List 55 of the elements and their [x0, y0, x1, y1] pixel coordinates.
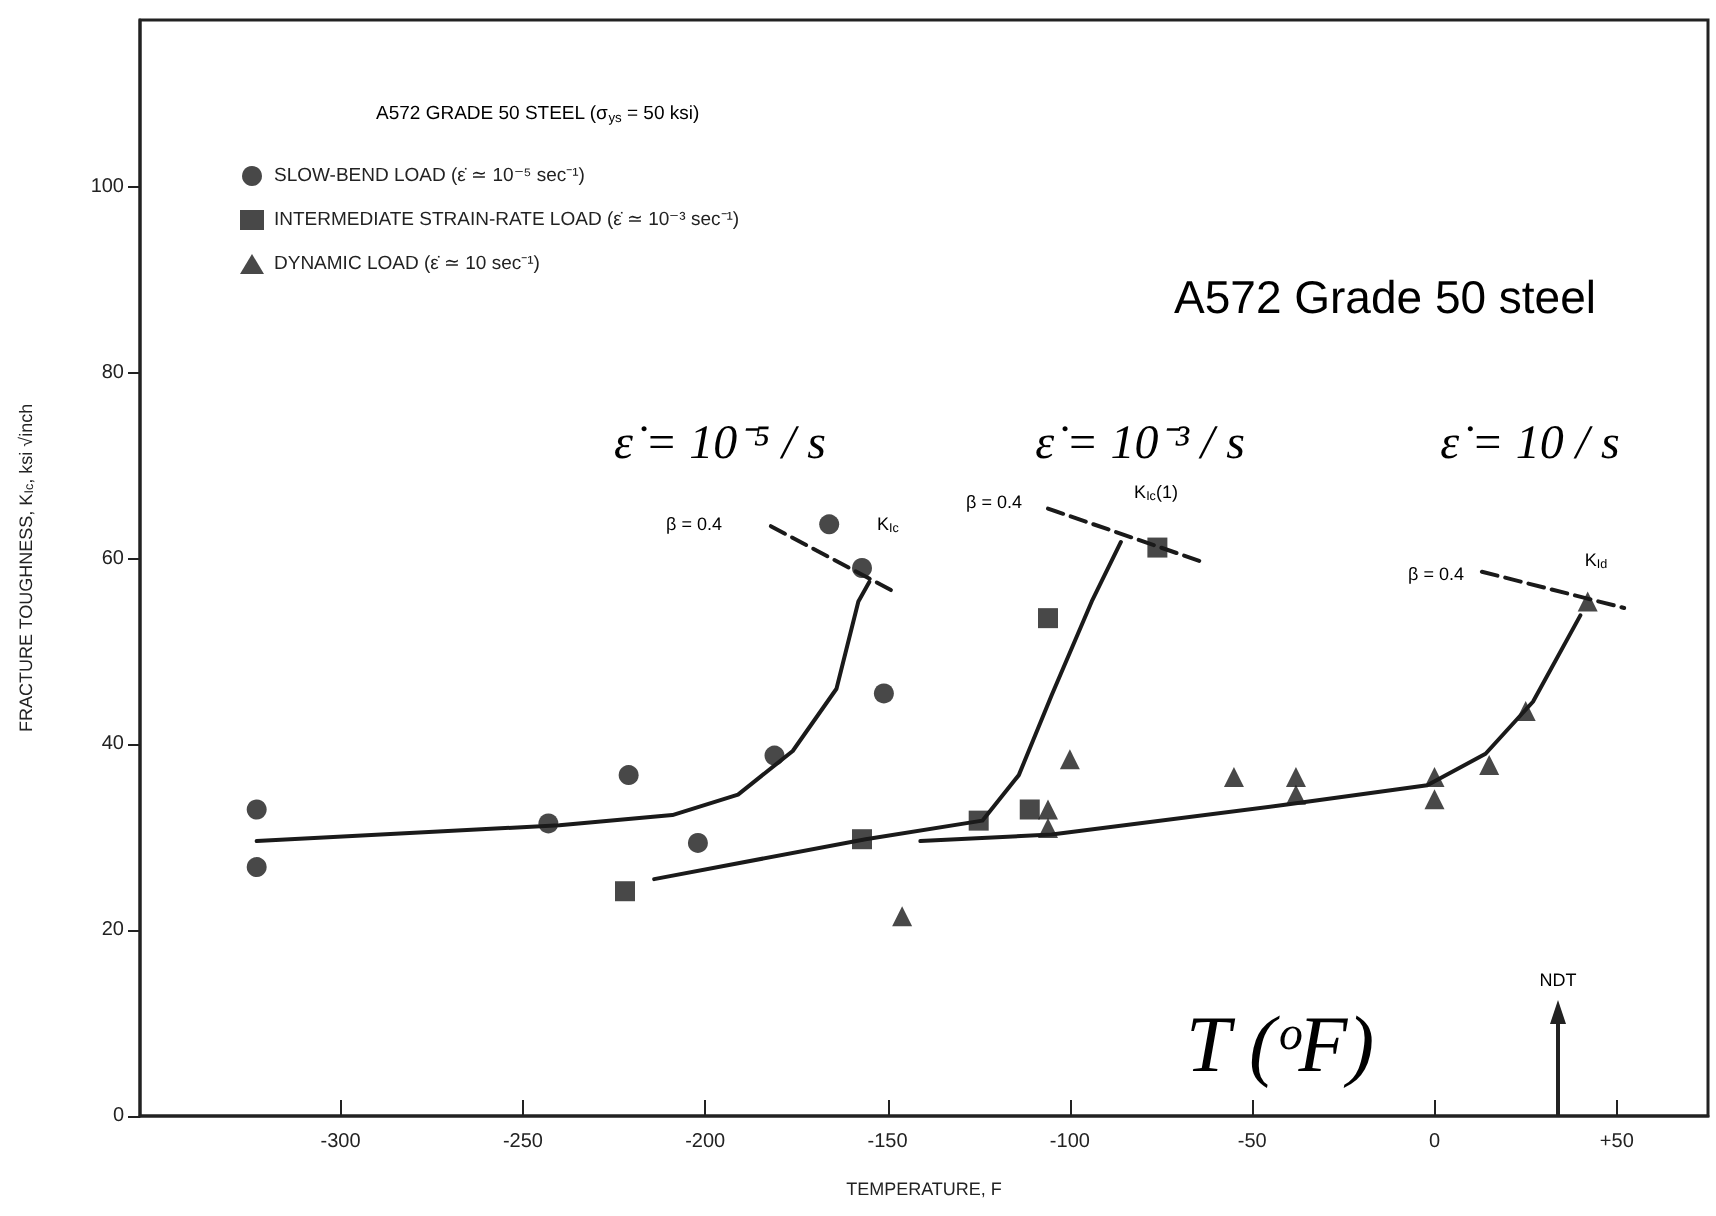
point: [246, 799, 267, 820]
x-tick-label: 0: [1428, 1131, 1441, 1153]
annotation: ε̇ = 10⁻⁵ / s: [613, 418, 827, 470]
point: [1285, 784, 1306, 805]
line-series: [652, 539, 1123, 882]
point: [1019, 799, 1040, 820]
x-tick-label: -300: [320, 1131, 362, 1153]
point: [246, 857, 267, 878]
legend-label: DYNAMIC LOAD (ε̇ ≃ 10 sec⁻¹): [274, 253, 540, 275]
x-tick-label: -50: [1237, 1131, 1268, 1153]
point: [1147, 537, 1168, 558]
x-tick-label: -250: [502, 1131, 544, 1153]
point: [873, 683, 894, 704]
point: [1037, 818, 1058, 839]
y-tick-label: 100: [90, 176, 125, 199]
point: [852, 558, 873, 578]
text: A572 Grade 50 steel: [1174, 271, 1597, 323]
point: [1515, 701, 1536, 722]
x-tick-label: +50: [1599, 1131, 1635, 1153]
y-tick-label: 20: [101, 919, 125, 942]
annotation: T (ᵒF): [1185, 999, 1375, 1089]
point: [1577, 591, 1598, 612]
y-tick-label: 60: [101, 547, 125, 570]
annotation: β = 0.4: [666, 514, 722, 534]
point: [968, 810, 989, 831]
point: [618, 765, 639, 786]
point: [1424, 789, 1445, 810]
annotation: NDT: [1539, 970, 1578, 990]
point: [764, 745, 785, 766]
annotation: ε̇ = 10⁻³ / s: [1035, 418, 1245, 470]
point: [819, 514, 840, 535]
legend-label: INTERMEDIATE STRAIN-RATE LOAD (ε̇ ≃ 10⁻³ sec⁻¹): [274, 209, 740, 231]
point: [1059, 749, 1080, 770]
y-tick-label: 80: [101, 361, 125, 384]
point: [852, 829, 873, 850]
legend-label: SLOW-BEND LOAD (ε̇ ≃ 10⁻⁵ sec⁻¹): [274, 165, 585, 187]
x-tick-label: -200: [685, 1131, 727, 1153]
point: [1285, 766, 1306, 787]
point: [1479, 754, 1500, 775]
annotation: β = 0.4: [966, 492, 1022, 512]
x-tick-label: -150: [867, 1131, 909, 1153]
point: [1037, 799, 1058, 820]
x-tick-label: -100: [1049, 1131, 1091, 1153]
point: [687, 832, 708, 853]
x-axis-title: TEMPERATURE, F: [846, 1179, 1003, 1199]
y-tick-label: 40: [101, 733, 125, 756]
point: [1223, 766, 1244, 787]
point: [538, 813, 559, 834]
point: [1037, 608, 1058, 629]
annotation: β = 0.4: [1408, 564, 1464, 584]
point: [892, 906, 913, 927]
annotation: ε̇ = 10 / s: [1440, 418, 1620, 470]
y-tick-label: 0: [112, 1105, 125, 1127]
point: [614, 881, 635, 902]
point: [1424, 766, 1445, 787]
